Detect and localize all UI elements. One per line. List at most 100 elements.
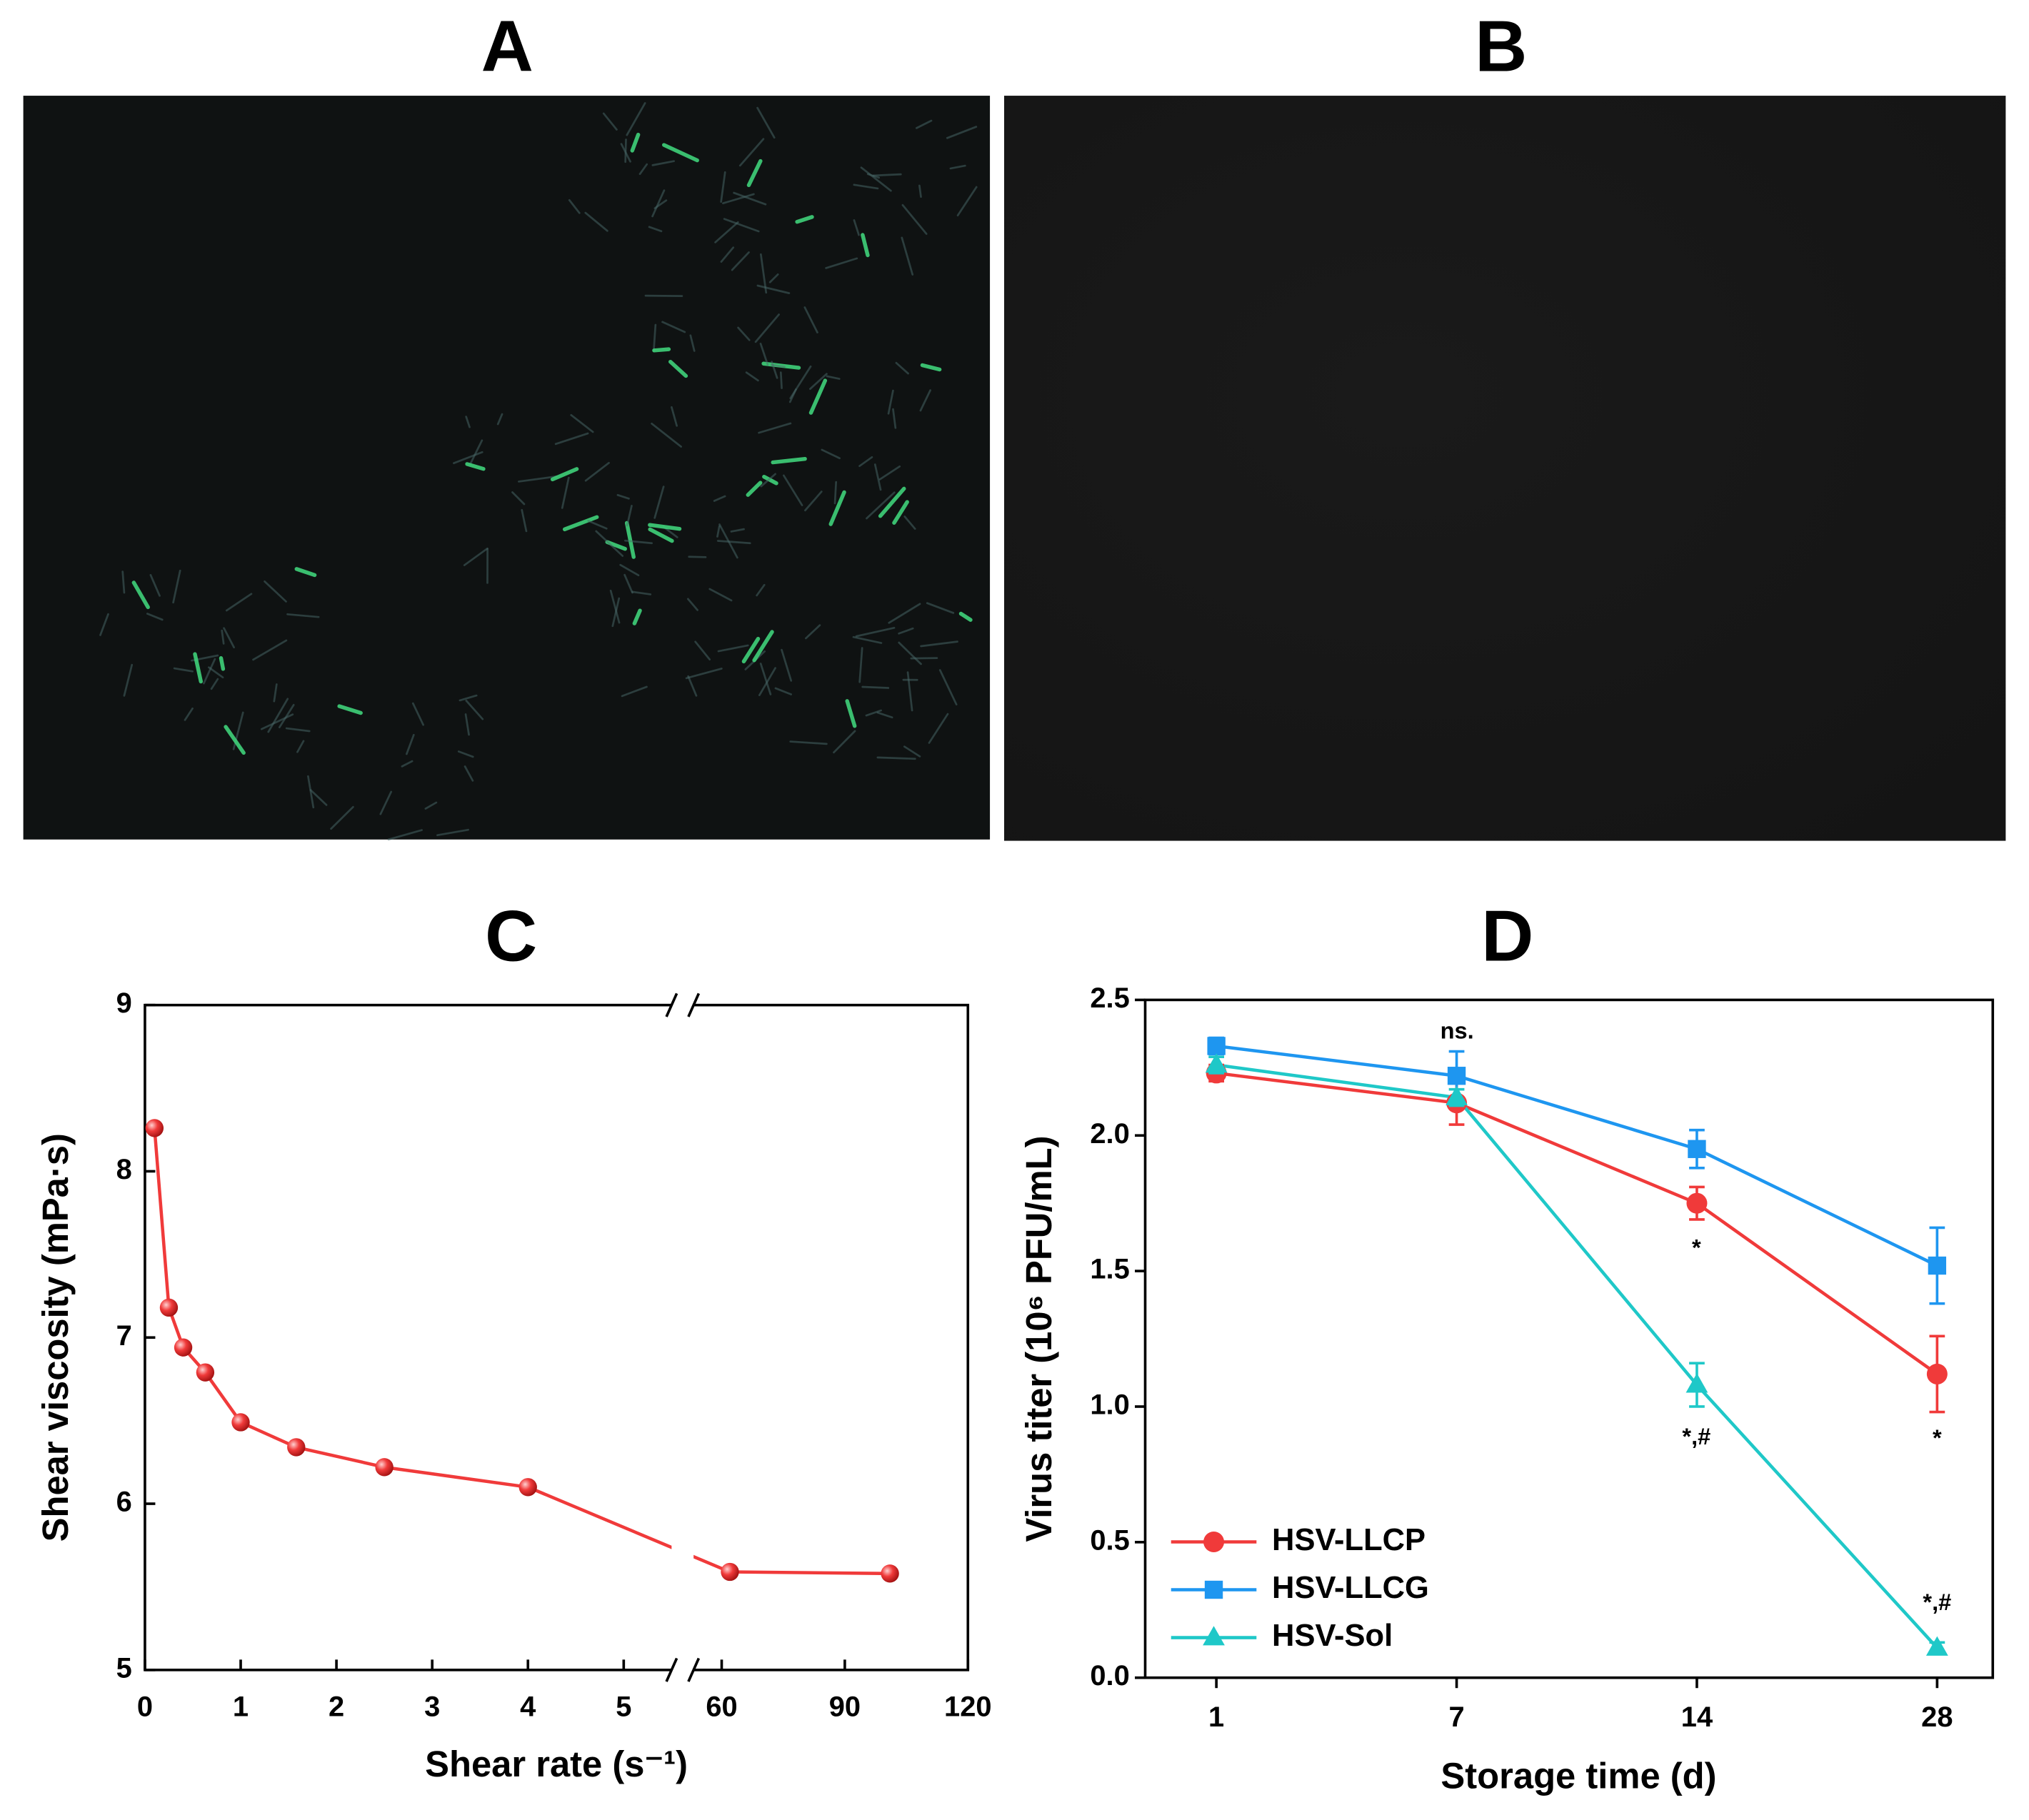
y-tick-label: 2.5 (1090, 982, 1129, 1014)
x-tick-label: 2 (329, 1691, 344, 1723)
crystal-streak (273, 683, 278, 703)
data-line (1216, 1071, 1938, 1376)
crystal-streak (828, 490, 846, 526)
x-tick-label: 1 (1208, 1701, 1224, 1733)
y-tick-label: 0.0 (1090, 1660, 1129, 1691)
crystal-streak (651, 422, 682, 448)
crystal-streak (928, 713, 949, 744)
crystal-streak (771, 456, 807, 465)
crystal-streak (651, 160, 675, 166)
crystal-streak (716, 540, 751, 545)
crystal-streak (853, 183, 879, 190)
crystal-streak (330, 805, 354, 830)
crystal-streak (652, 323, 657, 353)
crystal-streak (219, 656, 226, 671)
crystal-streak (949, 164, 966, 170)
crystal-streak (855, 626, 896, 638)
axis-break-gap (671, 997, 694, 1678)
crystal-streak (638, 163, 648, 176)
crystal-streak (687, 675, 698, 697)
crystal-streak (762, 474, 778, 486)
crystal-streak (285, 727, 311, 733)
crystal-streak (210, 678, 219, 690)
crystal-streak (730, 528, 745, 533)
crystal-streak (465, 416, 471, 428)
crystal-streak (518, 475, 558, 483)
crystal-streak (337, 704, 363, 715)
crystal-streak (898, 627, 914, 635)
micrograph-texture (99, 102, 978, 841)
crystal-streak (892, 408, 897, 429)
data-point (518, 1478, 537, 1497)
crystal-streak (821, 448, 841, 460)
panel-label: C (485, 896, 537, 977)
crystal-streak (595, 530, 624, 557)
x-tick-label: 1 (233, 1691, 249, 1723)
crystal-streak (626, 505, 633, 527)
crystal-streak (616, 493, 630, 500)
crystal-streak (264, 580, 287, 603)
micrograph-a (23, 96, 991, 840)
crystal-streak (795, 215, 814, 224)
crystal-streak (768, 273, 779, 283)
crystal-streak (225, 593, 253, 612)
data-point (1925, 1636, 1948, 1656)
crystal-streak (623, 539, 653, 545)
crystal-streak (903, 516, 916, 530)
crystal-streak (521, 508, 528, 533)
crystal-streak (861, 233, 870, 258)
crystal-streak (892, 500, 909, 525)
crystal-streak (759, 663, 772, 695)
data-point (231, 1413, 250, 1432)
legend-label: HSV-LLCP (1272, 1523, 1426, 1557)
crystal-streak (720, 171, 726, 203)
crystal-streak (946, 126, 978, 139)
crystal-streak (808, 378, 828, 415)
crystal-streak (738, 138, 765, 167)
crystal-streak (878, 486, 906, 518)
x-tick-label: 0 (137, 1691, 153, 1723)
crystal-streak (860, 166, 892, 192)
crystal-streak (774, 687, 793, 695)
crystal-streak (878, 465, 901, 481)
crystal-streak (861, 685, 890, 689)
crystal-streak (99, 613, 109, 636)
crystal-streak (602, 112, 618, 131)
crystal-streak (733, 191, 767, 206)
x-tick-label: 90 (829, 1691, 861, 1723)
crystal-streak (653, 486, 665, 519)
crystal-streak (648, 226, 663, 233)
crystal-streak (465, 699, 484, 720)
legend-label: HSV-Sol (1272, 1619, 1393, 1653)
y-axis-label: Virus titer (10⁶ PFU/mL) (1018, 1135, 1059, 1542)
crystal-streak (570, 413, 594, 433)
crystal-streak (630, 132, 641, 153)
crystal-streak (621, 685, 648, 698)
crystal-streak (746, 159, 763, 188)
crystal-streak (561, 476, 570, 509)
crystal-streak (584, 211, 608, 232)
y-tick-label: 1.5 (1090, 1254, 1129, 1285)
crystal-streak (609, 589, 621, 624)
data-point (145, 1119, 164, 1137)
annotation: *,# (1923, 1589, 1951, 1615)
crystal-streak (624, 521, 636, 559)
panel-label: B (1475, 6, 1527, 86)
crystal-streak (661, 321, 686, 333)
crystal-streak (926, 602, 955, 614)
data-point (1447, 1067, 1466, 1085)
crystal-streak (901, 203, 928, 235)
data-line (153, 1127, 891, 1576)
data-point (1686, 1192, 1708, 1214)
axis-break-mark (687, 1657, 701, 1682)
crystal-streak (720, 246, 735, 263)
y-tick-label: 6 (116, 1487, 132, 1518)
y-tick-label: 9 (116, 987, 132, 1019)
crystal-streak (307, 775, 315, 809)
crystal-streak (511, 491, 526, 506)
crystal-streak (708, 588, 733, 602)
crystal-streak (149, 573, 161, 597)
annotation: ns. (1441, 1017, 1474, 1043)
crystal-streak (411, 702, 424, 726)
crystal-streak (723, 218, 760, 233)
